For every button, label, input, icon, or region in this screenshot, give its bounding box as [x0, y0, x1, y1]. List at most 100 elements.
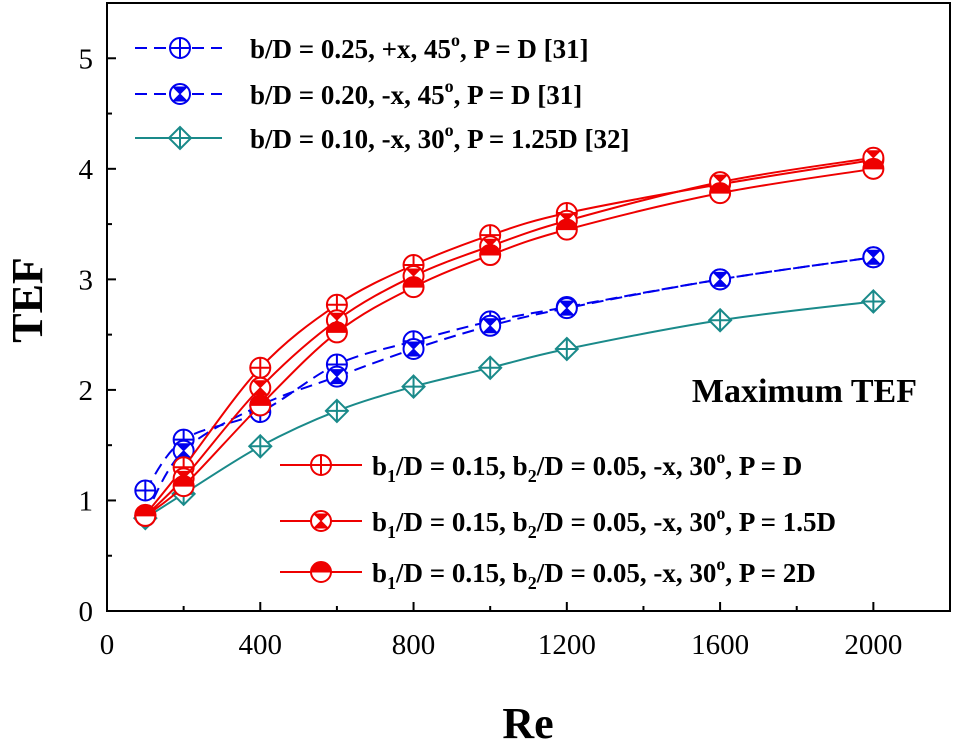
data-point-marker	[249, 394, 272, 417]
marker-half-fill	[556, 219, 578, 231]
legend-text-part: , P = 1.5D	[725, 507, 836, 537]
legend-label: b/D = 0.25, +x, 45o, P = D [31]	[250, 30, 589, 64]
marker-half-fill	[134, 505, 156, 517]
legend-entry-2: b/D = 0.20, -x, 45o, P = D [31]	[135, 76, 582, 110]
axis-ticks: 0 400 800 1200 1600 2000 0 1 2 3 4 5	[79, 43, 903, 661]
legend-text-part: , P = D [31]	[460, 34, 589, 64]
data-point-marker	[402, 338, 425, 361]
data-point-marker	[860, 289, 886, 314]
legend-text-part: , P = D [31]	[454, 80, 583, 110]
data-point-marker	[310, 510, 332, 532]
plot-frame	[106, 2, 951, 612]
marker-half-fill	[403, 276, 425, 288]
data-point-marker	[325, 321, 348, 344]
legend-superscript: o	[716, 554, 725, 574]
legend-label: b/D = 0.10, -x, 30o, P = 1.25D [32]	[250, 120, 630, 154]
data-point-marker	[172, 475, 195, 498]
legend-text-part: /D = 0.15, b	[395, 451, 528, 481]
y-tick-label: 0	[79, 596, 94, 628]
data-point-marker	[134, 504, 157, 527]
legend-entry-5: b1/D = 0.15, b2/D = 0.05, -x, 30o, P = 1…	[280, 503, 836, 542]
x-tick-label: 2000	[844, 629, 902, 661]
data-point-marker	[555, 297, 578, 320]
marker-half-fill	[310, 561, 332, 573]
y-tick-label: 4	[79, 154, 94, 186]
legend-text-part: , P = 1.25D [32]	[454, 124, 630, 154]
legend-text-part: /D = 0.15, b	[395, 507, 528, 537]
legend-subscript: 1	[387, 466, 396, 486]
data-point-marker	[134, 479, 157, 502]
data-point-marker	[401, 374, 426, 400]
data-point-marker	[249, 356, 272, 379]
marker-half-fill	[709, 182, 731, 194]
data-point-marker	[325, 365, 348, 388]
data-point-marker	[709, 268, 732, 291]
legend-entry-3: b/D = 0.10, -x, 30o, P = 1.25D [32]	[135, 120, 630, 154]
legend-text-part: /D = 0.05, -x, 30	[536, 558, 717, 588]
legend-entry-4: b1/D = 0.15, b2/D = 0.05, -x, 30o, P = D	[280, 447, 802, 486]
legend-entry-6: b1/D = 0.15, b2/D = 0.05, -x, 30o, P = 2…	[280, 554, 816, 593]
legend-superscript: o	[445, 76, 454, 96]
legend-superscript: o	[451, 30, 460, 50]
marker-half-fill	[249, 394, 271, 406]
marker-half-fill	[862, 158, 884, 170]
legend-label: b1/D = 0.15, b2/D = 0.05, -x, 30o, P = 1…	[372, 503, 836, 542]
series-6	[134, 157, 885, 527]
data-point-marker	[707, 307, 733, 333]
data-point-marker	[555, 218, 578, 241]
x-axis-title: Re	[502, 699, 553, 747]
legend-subscript: 2	[528, 522, 537, 542]
marker-bowtie	[711, 271, 729, 287]
marker-half-fill	[326, 321, 348, 333]
legend-text-part: /D = 0.05, -x, 30	[536, 451, 717, 481]
legend-superscript: o	[716, 503, 725, 523]
data-point-marker	[402, 276, 425, 299]
y-tick-label: 3	[79, 264, 94, 296]
legend-subscript: 2	[528, 466, 537, 486]
data-point-marker	[167, 125, 193, 151]
x-tick-label: 400	[239, 629, 283, 661]
legend-text-part: b	[372, 558, 387, 588]
legend-text-part: b/D = 0.20, -x, 45	[250, 80, 445, 110]
legend-label: b1/D = 0.15, b2/D = 0.05, -x, 30o, P = 2…	[372, 554, 816, 593]
data-point-marker	[862, 157, 885, 180]
marker-bowtie	[558, 300, 576, 316]
marker-bowtie	[175, 443, 192, 459]
data-point-marker	[477, 355, 503, 381]
x-tick-label: 0	[100, 629, 115, 661]
data-point-marker	[554, 336, 580, 362]
data-point-marker	[479, 244, 502, 267]
series-2	[134, 246, 885, 527]
y-tick-label: 5	[79, 43, 94, 75]
marker-bowtie	[312, 513, 330, 529]
legend-entry-1: b/D = 0.25, +x, 45o, P = D [31]	[135, 30, 589, 64]
data-point-marker	[479, 314, 502, 337]
data-point-marker	[310, 454, 332, 476]
marker-bowtie	[171, 86, 189, 102]
x-tick-label: 800	[392, 629, 436, 661]
legend-label: b1/D = 0.15, b2/D = 0.05, -x, 30o, P = D	[372, 447, 802, 486]
legend-subscript: 1	[387, 522, 396, 542]
data-point-marker	[324, 398, 350, 424]
data-point-marker	[709, 182, 732, 205]
y-tick-label: 1	[79, 485, 94, 517]
marker-half-fill	[173, 475, 195, 487]
legend-superscript: o	[716, 447, 725, 467]
data-point-marker	[169, 83, 191, 105]
marker-bowtie	[405, 341, 422, 357]
legend-text-part: , P = 2D	[725, 558, 815, 588]
x-tick-label: 1600	[691, 629, 749, 661]
marker-bowtie	[328, 369, 346, 385]
legend-text-part: , P = D	[725, 451, 802, 481]
annotation-maximum-tef: Maximum TEF	[692, 373, 917, 410]
y-tick-label: 2	[79, 375, 94, 407]
legend-subscript: 2	[528, 573, 537, 593]
legend: b/D = 0.25, +x, 45o, P = D [31] b/D = 0.2…	[135, 30, 836, 593]
legend-label: b/D = 0.20, -x, 45o, P = D [31]	[250, 76, 582, 110]
legend-text-part: /D = 0.15, b	[395, 558, 528, 588]
legend-text-part: b	[372, 451, 387, 481]
marker-bowtie	[252, 380, 269, 396]
data-point-marker	[310, 561, 332, 583]
legend-superscript: o	[445, 120, 454, 140]
